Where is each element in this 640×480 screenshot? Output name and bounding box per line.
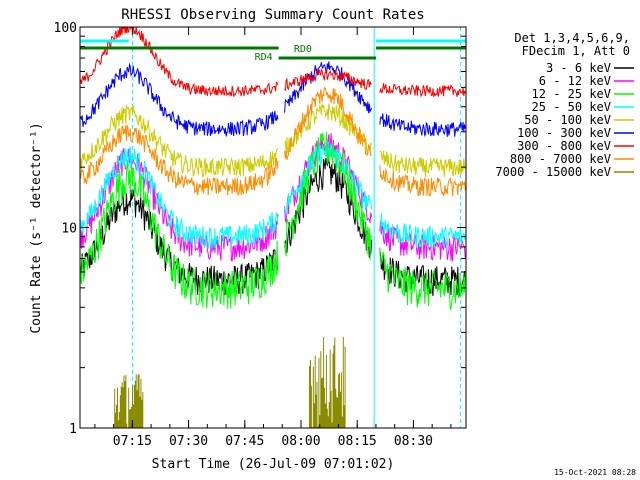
y-axis-label: Count Rate (s⁻¹ detector⁻¹) [29, 122, 44, 333]
legend-label-3: 25 - 50 keV [532, 100, 611, 114]
series-line-7 [80, 86, 466, 197]
legend-label-8: 7000 - 15000 keV [495, 165, 611, 179]
legend-header-2: FDecim 1, Att 0 [522, 44, 630, 58]
legend-label-7: 800 - 7000 keV [510, 152, 611, 166]
x-tick-label-1: 07:30 [169, 434, 208, 449]
y-tick-label-0: 1 [69, 422, 77, 437]
footer-timestamp: 15-Oct-2021 08:28 [554, 468, 636, 477]
series-line-3 [80, 140, 466, 250]
annotations: RD4 RD0 [255, 44, 312, 63]
legend-label-6: 300 - 800 keV [517, 139, 611, 153]
series-line-8 [114, 336, 346, 428]
x-tick-label-4: 08:15 [338, 434, 377, 449]
legend-header-1: Det 1,3,4,5,6,9, [514, 31, 630, 45]
legend: Det 1,3,4,5,6,9, FDecim 1, Att 0 3 - 6 k… [495, 31, 634, 179]
legend-label-4: 50 - 100 keV [524, 113, 611, 127]
series-line-5 [80, 61, 466, 138]
x-tick-label-2: 07:45 [225, 434, 264, 449]
legend-label-2: 12 - 25 keV [532, 87, 611, 101]
x-axis-ticks: 07:15 07:30 07:45 08:00 08:15 08:30 [94, 27, 452, 449]
series-line-2 [80, 132, 466, 311]
x-tick-label-0: 07:15 [113, 434, 152, 449]
y-tick-label-1: 10 [61, 222, 77, 237]
legend-label-0: 3 - 6 keV [546, 61, 611, 75]
data-layer [80, 27, 466, 428]
x-tick-label-3: 08:00 [281, 434, 320, 449]
legend-label-5: 100 - 300 keV [517, 126, 611, 140]
series-line-6 [80, 27, 466, 98]
x-axis-label: Start Time (26-Jul-09 07:01:02) [152, 457, 395, 472]
annotation-rd4: RD4 [255, 52, 273, 63]
chart-title: RHESSI Observing Summary Count Rates [121, 7, 424, 23]
x-tick-label-5: 08:30 [394, 434, 433, 449]
y-axis-ticks: 1 10 100 [54, 21, 466, 437]
legend-label-1: 6 - 12 keV [539, 74, 611, 88]
y-tick-label-2: 100 [54, 21, 77, 36]
annotation-rd0: RD0 [294, 44, 312, 55]
